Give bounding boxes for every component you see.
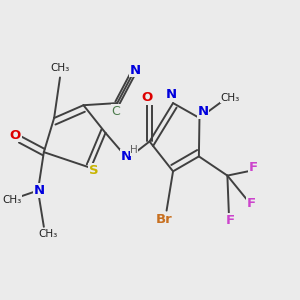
Text: CH₃: CH₃ <box>39 230 58 239</box>
Text: O: O <box>10 129 21 142</box>
Text: CH₃: CH₃ <box>50 63 70 73</box>
Text: CH₃: CH₃ <box>2 195 21 205</box>
Text: Br: Br <box>155 214 172 226</box>
Text: F: F <box>246 197 255 210</box>
Text: N: N <box>121 150 132 163</box>
Text: H: H <box>130 145 138 155</box>
Text: N: N <box>197 105 208 118</box>
Text: S: S <box>89 164 99 176</box>
Text: N: N <box>166 88 177 101</box>
Text: N: N <box>34 184 45 197</box>
Text: F: F <box>226 214 235 227</box>
Text: O: O <box>141 91 152 104</box>
Text: CH₃: CH₃ <box>221 92 240 103</box>
Text: C: C <box>111 105 120 118</box>
Text: N: N <box>129 64 140 77</box>
Text: F: F <box>249 161 258 174</box>
